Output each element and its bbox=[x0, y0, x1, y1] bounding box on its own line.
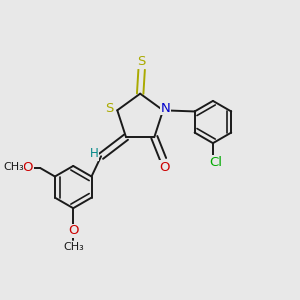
Text: O: O bbox=[69, 224, 79, 237]
Text: H: H bbox=[90, 147, 99, 160]
Text: S: S bbox=[137, 55, 146, 68]
Text: O: O bbox=[159, 161, 170, 174]
Text: S: S bbox=[105, 102, 113, 115]
Text: CH₃: CH₃ bbox=[63, 242, 84, 252]
Text: CH₃: CH₃ bbox=[3, 162, 24, 172]
Text: N: N bbox=[160, 102, 170, 115]
Text: O: O bbox=[22, 160, 33, 174]
Text: Cl: Cl bbox=[209, 156, 222, 169]
